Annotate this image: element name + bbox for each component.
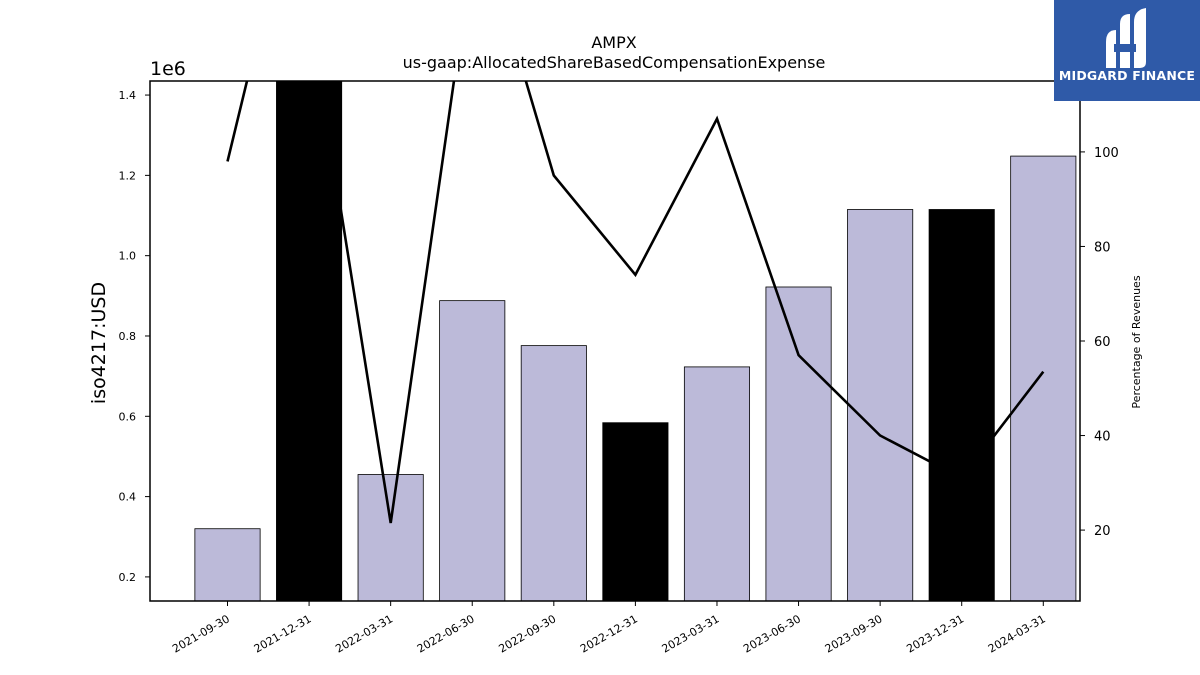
chart-title: AMPX bbox=[591, 33, 636, 52]
bar bbox=[602, 422, 669, 601]
bar bbox=[194, 528, 261, 601]
y-tick-label: 1.0 bbox=[119, 250, 137, 263]
logo-text: MIDGARD FINANCE bbox=[1058, 68, 1196, 83]
y-tick-label: 0.8 bbox=[119, 330, 137, 343]
bar bbox=[683, 366, 751, 601]
x-tick-label: 2022-06-30 bbox=[415, 612, 477, 655]
bar bbox=[520, 345, 587, 601]
bar bbox=[847, 209, 914, 601]
y2-tick-label: 20 bbox=[1094, 524, 1111, 539]
x-tick-label: 2022-09-30 bbox=[496, 612, 558, 655]
y-tick-label: 0.2 bbox=[119, 571, 137, 584]
bar bbox=[1010, 155, 1077, 601]
y-tick-label: 1.2 bbox=[119, 169, 137, 182]
x-tick-label: 2023-03-31 bbox=[660, 612, 722, 655]
x-tick-label: 2022-12-31 bbox=[578, 612, 640, 655]
y2-tick-label: 40 bbox=[1094, 430, 1111, 445]
y2-tick-label: 60 bbox=[1094, 335, 1111, 350]
y2-tick-label: 100 bbox=[1094, 146, 1119, 161]
x-tick-label: 2021-12-31 bbox=[252, 612, 314, 655]
y-tick-label: 1.4 bbox=[119, 89, 137, 102]
bar bbox=[357, 474, 424, 601]
y-axis-label: iso4217:USD bbox=[88, 282, 110, 404]
x-tick-label: 2021-09-30 bbox=[170, 612, 232, 655]
y-tick-label: 0.6 bbox=[119, 410, 137, 423]
logo: MIDGARD FINANCE bbox=[1054, 0, 1200, 101]
x-tick-label: 2023-12-31 bbox=[904, 612, 966, 655]
bar bbox=[439, 300, 506, 601]
percentage-line bbox=[226, 81, 1045, 524]
x-tick-label: 2023-09-30 bbox=[823, 612, 885, 655]
y2-axis-label: Percentage of Revenues bbox=[1130, 275, 1143, 408]
x-tick-label: 2022-03-31 bbox=[333, 612, 395, 655]
chart-subtitle: us-gaap:AllocatedShareBasedCompensationE… bbox=[403, 53, 826, 72]
bar bbox=[276, 81, 343, 601]
bar bbox=[765, 286, 832, 601]
y-tick-label: 0.4 bbox=[119, 491, 137, 504]
x-tick-label: 2023-06-30 bbox=[741, 612, 803, 655]
y-offset-text: 1e6 bbox=[150, 58, 186, 80]
x-tick-label: 2024-03-31 bbox=[986, 612, 1048, 655]
logo-mark-icon bbox=[1106, 8, 1146, 68]
bar bbox=[928, 209, 995, 601]
y2-tick-label: 80 bbox=[1094, 240, 1111, 255]
